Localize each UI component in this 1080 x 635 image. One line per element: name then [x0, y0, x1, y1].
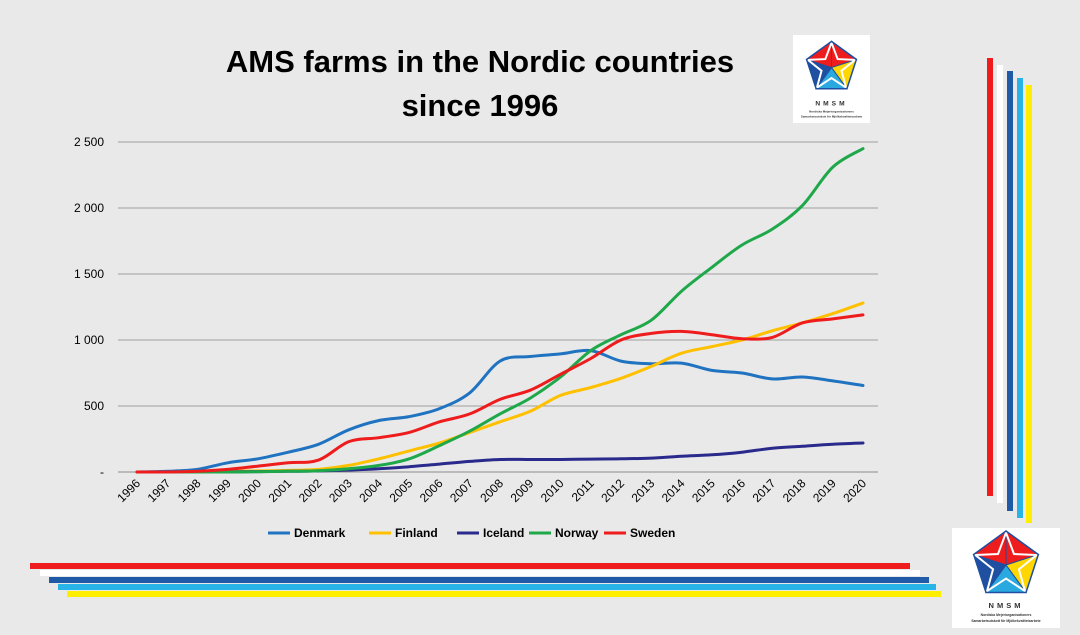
x-tick-label: 2012	[598, 476, 627, 505]
nmsm-logo-bottom: NMSM Nordiska Mejeriorganisationers Samarb…	[952, 528, 1060, 628]
x-tick-label: 1998	[175, 476, 204, 505]
chart-title: AMS farms in the Nordic countries since …	[155, 40, 805, 128]
vertical-stripe-4	[1017, 78, 1023, 518]
series-line-finland	[135, 301, 865, 474]
legend-label-denmark: Denmark	[294, 526, 346, 540]
x-tick-label: 2009	[508, 476, 537, 505]
x-tick-label: 2016	[719, 476, 748, 505]
y-tick-label: 2 500	[74, 135, 104, 149]
x-tick-label: 2019	[810, 476, 839, 505]
logo-subtitle-line-2: Samarbetsutskott för Mjölkekvalitetsarbe…	[971, 619, 1040, 623]
series-line-denmark	[135, 348, 865, 474]
vertical-stripe-2	[997, 65, 1003, 503]
x-tick-label: 2014	[659, 476, 688, 505]
x-tick-label: 2002	[296, 476, 325, 505]
vertical-stripe-5	[1026, 85, 1032, 523]
y-tick-label: 500	[84, 399, 104, 413]
x-axis: 1996 1997 1998 1999 2000 2001 2002 2003 2004 2005…	[114, 476, 869, 505]
logo-pentagon	[972, 530, 1040, 594]
x-tick-label: 2006	[417, 476, 446, 505]
x-tick-label: 2007	[447, 476, 476, 505]
x-tick-label: 1999	[205, 476, 234, 505]
x-tick-label: 2004	[356, 476, 385, 505]
y-tick-label: 1 000	[74, 333, 104, 347]
x-tick-label: 2017	[750, 476, 779, 505]
legend-label-iceland: Iceland	[483, 526, 524, 540]
x-tick-label: 2001	[266, 476, 295, 505]
logo-pentagon	[805, 40, 858, 90]
logo-letters: NMSM	[989, 601, 1024, 610]
legend: Denmark Finland Iceland Norway Sweden	[268, 526, 675, 540]
logo-star	[805, 39, 858, 90]
x-tick-label: 2011	[569, 476, 597, 504]
logo-star	[972, 529, 1040, 594]
x-tick-label: 2003	[326, 476, 355, 505]
nmsm-logo-top: NMSM Nordiska Mejeriorganisationers Samarb…	[793, 35, 870, 123]
decorative-stripes	[30, 58, 1032, 597]
horizontal-stripe-1	[30, 563, 910, 569]
horizontal-stripe-4	[58, 584, 936, 590]
x-tick-label: 2008	[477, 476, 506, 505]
chart-title-line-1: AMS farms in the Nordic countries	[225, 44, 735, 79]
legend-label-sweden: Sweden	[630, 526, 675, 540]
series-line-norway	[135, 147, 865, 474]
x-tick-label: 1997	[145, 476, 174, 505]
logo-letters: NMSM	[815, 100, 847, 107]
series-line-sweden	[135, 313, 865, 474]
x-tick-label: 1996	[114, 476, 143, 505]
x-tick-label: 2010	[538, 476, 567, 505]
logo-subtitle-line-1: Nordiska Mejeriorganisationers	[981, 613, 1032, 617]
vertical-stripe-3	[1007, 71, 1013, 511]
x-tick-label: 2018	[780, 476, 809, 505]
y-tick-label: 1 500	[74, 267, 104, 281]
vertical-stripe-1	[987, 58, 993, 496]
x-tick-label: 2000	[235, 476, 264, 505]
legend-label-norway: Norway	[555, 526, 599, 540]
horizontal-stripe-5	[67, 591, 941, 597]
horizontal-stripe-3	[49, 577, 929, 583]
series-lines	[135, 147, 865, 474]
x-tick-label: 2020	[840, 476, 869, 505]
x-tick-label: 2005	[387, 476, 416, 505]
x-tick-label: 2013	[629, 476, 658, 505]
y-axis: - 500 1 000 1 500 2 000 2 500	[74, 135, 104, 479]
y-tick-label: -	[100, 465, 104, 479]
logo-subtitle-line-1: Nordiska Mejeriorganisationers	[809, 109, 854, 113]
legend-label-finland: Finland	[395, 526, 438, 540]
horizontal-stripe-2	[40, 570, 920, 576]
logo-subtitle-line-2: Samarbetsutskott för Mjölkekvalitetsarbe…	[801, 115, 863, 119]
y-tick-label: 2 000	[74, 201, 104, 215]
x-tick-label: 2015	[689, 476, 718, 505]
chart-title-line-2: since 1996	[401, 88, 559, 123]
